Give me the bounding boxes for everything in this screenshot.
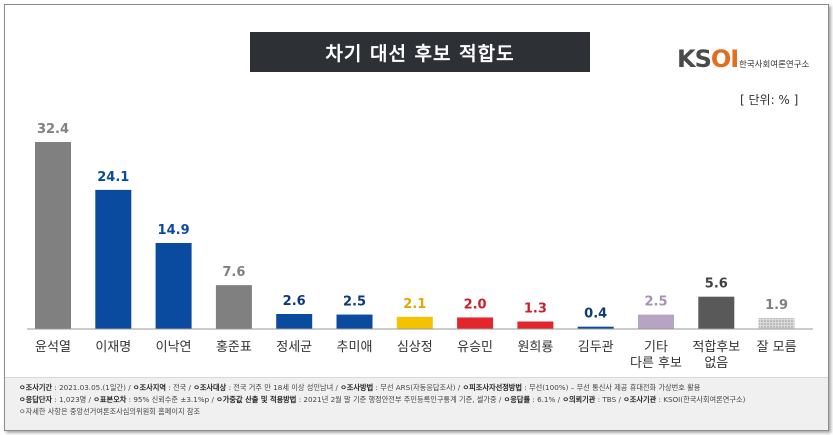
value-label-9: 1.3 <box>524 301 547 316</box>
category-label-3: 이낙연 <box>156 340 192 355</box>
logo-subtitle: 한국사회여론연구소 <box>739 60 810 70</box>
value-label-3: 14.9 <box>158 223 190 238</box>
logo-text-accent: OI <box>710 45 739 73</box>
footer-line-1: ㅇ조사기간 : 2021.03.05.(1일간) / ㅇ조사지역 : 전국 / … <box>19 382 828 394</box>
bar-11 <box>638 314 674 329</box>
value-label-8: 2.0 <box>464 297 487 312</box>
footer-line-3: ㅇ자세한 사항은 중앙선거여론조사심의위원회 홈페이지 참조 <box>19 407 201 416</box>
category-label-1: 윤석열 <box>35 340 71 355</box>
value-label-6: 2.5 <box>343 295 366 310</box>
category-label-2: 이재명 <box>95 340 131 355</box>
category-label-4: 홍준표 <box>216 340 252 355</box>
footer-item: ㅇ의뢰기관 : TBS / <box>562 395 624 404</box>
category-label-9: 원희룡 <box>517 340 553 355</box>
category-label-8: 유승민 <box>457 340 493 355</box>
value-label-12: 5.6 <box>705 277 728 292</box>
bar-13 <box>758 318 795 329</box>
bar-7 <box>396 316 433 329</box>
logo-text-main: KS <box>677 45 712 73</box>
bar-12 <box>698 296 735 329</box>
logo-mark: KSOI <box>677 45 739 73</box>
value-label-2: 24.1 <box>97 170 129 185</box>
bar-chart: 32.4 윤석열 24.1 이재명 14.9 이낙연 7.6 홍준표 2.6 정세균 2.5 추미애 2… <box>27 122 813 371</box>
footer-item: ㅇ응답단자 : 1,023명 / <box>19 395 94 404</box>
footer-item: ㅇ표본오차 : 95% 신뢰수준 ±3.1%p / <box>93 395 217 404</box>
footer-note: 자세한 사항은 중앙선거여론조사심의위원회 홈페이지 참조 <box>25 407 201 416</box>
value-label-7: 2.1 <box>403 297 426 312</box>
footer-item: ㅇ가중값 산출 및 적용방법 : 2021년 2월 말 기준 행정안전부 주민등… <box>216 395 504 404</box>
chart-frame: 차기 대선 후보 적합도 KSOI 한국사회여론연구소 [ 단위: % ] 32… <box>4 4 829 431</box>
value-label-1: 32.4 <box>37 122 69 137</box>
category-label-6: 추미애 <box>337 340 373 355</box>
footer-item: ㅇ조사지역 : 전국 / <box>132 383 194 392</box>
bar-3 <box>155 243 192 329</box>
footer-item: ㅇ응답률 : 6.1% / <box>503 395 563 404</box>
bar-5 <box>276 313 313 329</box>
category-label-13: 잘 모름 <box>757 340 797 355</box>
value-label-5: 2.6 <box>283 294 306 309</box>
bar-9 <box>517 321 554 329</box>
survey-footer: ㅇ조사기간 : 2021.03.05.(1일간) / ㅇ조사지역 : 전국 / … <box>5 377 828 430</box>
footer-item: ㅇ조사기관 : KSOI(한국사회여론연구소) <box>623 395 746 404</box>
category-label-10: 김두관 <box>578 340 614 355</box>
category-label-7: 심상정 <box>397 340 433 355</box>
value-label-13: 1.9 <box>765 298 788 313</box>
chart-title: 차기 대선 후보 적합도 <box>250 32 590 72</box>
footer-item: ㅇ피조사자선정방법 : 무선(100%) – 무선 통신사 제공 휴대전화 가상… <box>462 383 701 392</box>
value-label-11: 2.5 <box>644 295 667 310</box>
value-label-10: 0.4 <box>584 307 607 322</box>
category-label-12: 적합후보 없음 <box>692 340 740 371</box>
category-label-11: 기타 다른 후보 <box>630 340 682 371</box>
bar-4 <box>215 285 252 329</box>
value-label-4: 7.6 <box>222 265 245 280</box>
footer-item: ㅇ조사방법 : 무선 ARS(자동응답조사) / <box>340 383 463 392</box>
bar-2 <box>95 189 132 329</box>
bar-1 <box>35 142 71 329</box>
unit-label: [ 단위: % ] <box>740 93 799 107</box>
bar-10 <box>577 326 614 329</box>
footer-item: ㅇ조사대상 : 전국 거주 만 18세 이상 성인남녀 / <box>193 383 341 392</box>
footer-item: ㅇ조사기간 : 2021.03.05.(1일간) / <box>19 383 133 392</box>
category-label-5: 정세균 <box>276 340 312 355</box>
bar-6 <box>336 314 373 329</box>
footer-line-2: ㅇ응답단자 : 1,023명 / ㅇ표본오차 : 95% 신뢰수준 ±3.1%p… <box>19 394 828 406</box>
ksoi-logo: KSOI 한국사회여론연구소 <box>677 45 827 85</box>
bar-8 <box>457 317 494 329</box>
